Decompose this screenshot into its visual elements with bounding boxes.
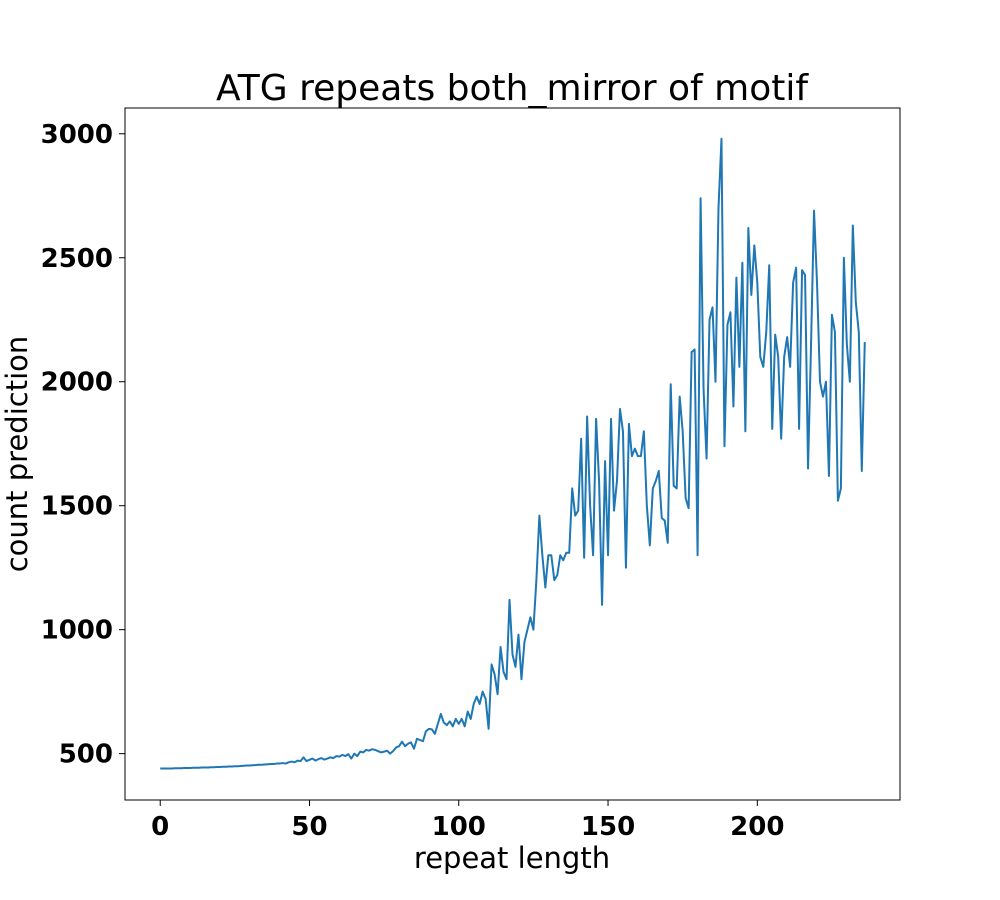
y-axis-label: count prediction	[0, 336, 34, 573]
y-tick-label: 500	[59, 740, 113, 770]
y-tick-label: 1000	[41, 616, 113, 646]
x-tick-label: 0	[151, 812, 169, 842]
plot-frame	[124, 107, 901, 801]
x-tick-label: 50	[291, 812, 327, 842]
y-tick-label: 3000	[41, 120, 113, 150]
chart-title: ATG repeats both_mirror of motif	[216, 68, 809, 109]
y-tick-label: 2500	[41, 244, 113, 274]
y-tick-label: 1500	[41, 492, 113, 522]
x-tick-label: 100	[432, 812, 486, 842]
x-axis-label: repeat length	[414, 841, 610, 875]
x-tick-label: 200	[730, 812, 784, 842]
x-tick-label: 150	[581, 812, 635, 842]
y-tick-label: 2000	[41, 368, 113, 398]
data-line	[160, 137, 866, 770]
